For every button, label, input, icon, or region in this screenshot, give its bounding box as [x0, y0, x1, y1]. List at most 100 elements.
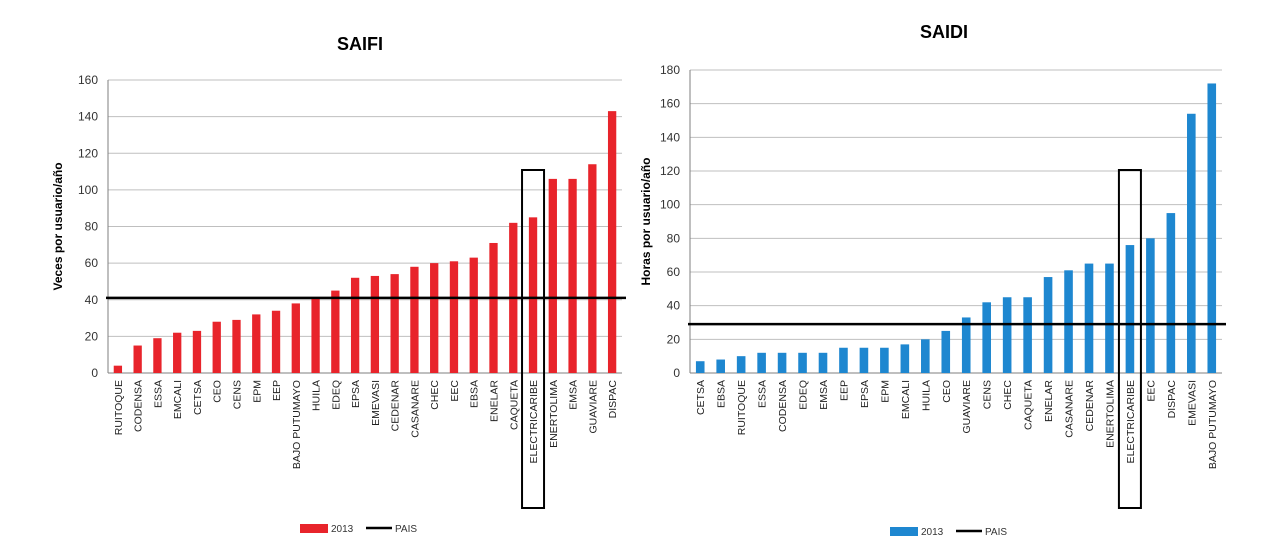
chart-title: SAIFI	[337, 34, 383, 54]
bar	[1125, 245, 1135, 373]
bar	[880, 347, 889, 373]
bar	[291, 303, 300, 373]
bar	[1146, 238, 1155, 373]
bar	[568, 178, 577, 373]
category-label: CEDENAR	[390, 380, 402, 432]
bar	[839, 347, 848, 373]
category-label: ENELAR	[489, 380, 501, 422]
bar	[331, 290, 340, 373]
bar	[798, 352, 807, 373]
category-label: EMSA	[568, 380, 580, 410]
bar	[548, 178, 557, 373]
category-label: EMEVASI	[370, 380, 382, 426]
bar	[1064, 270, 1073, 373]
y-tick-label: 40	[85, 293, 99, 307]
y-tick-label: 60	[85, 256, 99, 270]
category-label: GUAVIARE	[961, 380, 973, 433]
bar	[1207, 83, 1217, 373]
category-label: ELECTRICARIBE	[528, 380, 540, 463]
y-tick-label: 120	[660, 164, 680, 178]
category-label: CHEC	[429, 380, 441, 410]
y-tick-label: 60	[667, 265, 681, 279]
category-label: EPM	[879, 380, 891, 403]
y-tick-label: 160	[660, 97, 680, 111]
bar	[961, 317, 971, 373]
bar	[757, 352, 766, 373]
bar	[982, 302, 991, 373]
bar	[941, 330, 951, 373]
y-tick-label: 160	[78, 73, 98, 87]
saidi-chart: 0 20 40 60 80 100 120 140 160 180 SAIDI Horas por u…	[639, 22, 1226, 538]
category-label: EBSA	[469, 380, 481, 408]
saifi-chart: 0 20 40 60 80 100 120 140 160 SAIFI Veces por usua…	[51, 34, 626, 535]
bar	[818, 352, 828, 373]
bar	[133, 345, 142, 373]
category-label: EEC	[1145, 380, 1157, 402]
bar	[921, 339, 930, 373]
bar	[900, 344, 910, 373]
bar	[695, 361, 705, 373]
category-label: CEDENAR	[1084, 380, 1096, 432]
category-label: CENS	[982, 380, 994, 409]
legend-swatch-2013	[300, 524, 328, 533]
bar	[1187, 113, 1196, 374]
category-label: GUAVIARE	[587, 380, 599, 433]
category-label: DISPAC	[1166, 380, 1178, 419]
category-label: ELECTRICARIBE	[1125, 380, 1137, 463]
y-tick-label: 20	[667, 332, 681, 346]
bar	[232, 319, 241, 373]
category-label: CAQUETA	[508, 380, 520, 430]
category-label: BAJO PUTUMAYO	[1207, 380, 1219, 469]
category-label: ENERTOLIMA	[1104, 380, 1116, 448]
category-label: EPSA	[859, 380, 871, 408]
category-label: CHEC	[1002, 380, 1014, 410]
category-label: HUILA	[920, 380, 932, 411]
bar	[370, 275, 380, 373]
legend-label-2013: 2013	[921, 527, 944, 538]
category-label: BAJO PUTUMAYO	[291, 380, 303, 469]
legend-label-2013: 2013	[331, 524, 354, 535]
bar	[716, 359, 725, 373]
category-label: EDEQ	[330, 380, 342, 410]
bar	[173, 332, 182, 373]
bar	[311, 297, 320, 373]
y-axis-label: Veces por usuario/año	[51, 162, 65, 290]
legend-label-pais: PAIS	[395, 524, 417, 535]
category-label: RUITOQUE	[736, 380, 748, 435]
category-label: CODENSA	[777, 380, 789, 432]
bar	[113, 365, 123, 373]
legend-swatch-2013	[890, 527, 918, 536]
bar	[192, 330, 202, 373]
bar	[350, 277, 360, 373]
bar	[252, 314, 261, 373]
highlight-box	[1117, 169, 1142, 509]
category-label: DISPAC	[607, 380, 619, 419]
bar	[489, 242, 498, 373]
category-label: EEP	[838, 380, 850, 401]
category-label: ESSA	[152, 380, 164, 408]
bar	[1023, 297, 1032, 373]
category-label: CEO	[941, 380, 953, 403]
chart-title: SAIDI	[920, 22, 968, 42]
category-label: CASANARE	[409, 380, 421, 438]
y-tick-label: 100	[660, 198, 680, 212]
y-tick-label: 100	[78, 183, 98, 197]
y-tick-label: 140	[660, 130, 680, 144]
bar	[212, 321, 221, 373]
category-label: CODENSA	[133, 380, 145, 432]
category-label: EMCALI	[172, 380, 184, 419]
category-label: CETSA	[192, 380, 204, 415]
category-label: ENELAR	[1043, 380, 1055, 422]
category-label: EPSA	[350, 380, 362, 408]
category-label: EPM	[251, 380, 263, 403]
category-label: EMEVASI	[1186, 380, 1198, 426]
category-label: EDEQ	[798, 380, 810, 410]
bar	[736, 356, 746, 373]
y-tick-label: 0	[673, 366, 680, 380]
category-label: EMCALI	[900, 380, 912, 419]
category-label: EEP	[271, 380, 283, 401]
bar	[528, 217, 538, 373]
y-tick-label: 0	[91, 366, 98, 380]
bar	[1002, 297, 1012, 373]
